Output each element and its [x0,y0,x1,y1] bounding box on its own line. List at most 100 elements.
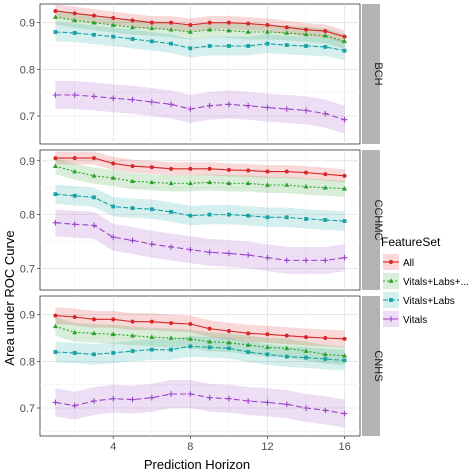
data-point-all [188,23,193,27]
data-point-vitals [91,93,97,100]
data-point-all [342,173,347,178]
confidence-band-vitals-labs [55,336,345,371]
data-point-vitals-labs [130,178,136,184]
data-point-vitals-labs [227,346,231,351]
data-point-vitals-labs [53,192,58,197]
data-point-all [304,335,309,340]
data-point-vitals-labs [207,345,212,350]
data-point-vitals [52,92,59,98]
data-point-vitals-labs [226,180,232,186]
data-point-vitals-labs [322,185,328,190]
y-tick-label: 0.9 [20,156,35,168]
data-point-vitals-labs [187,29,193,34]
data-point-vitals [129,396,136,403]
data-point-vitals-labs [304,44,308,48]
confidence-band-all [55,151,345,183]
legend-key-marker [389,260,393,264]
data-point-vitals [341,410,348,417]
data-point-vitals-labs [72,329,78,335]
data-point-vitals-labs [130,206,135,211]
confidence-band-vitals [55,380,345,428]
data-point-vitals [110,395,117,402]
data-point-vitals [110,95,117,102]
data-point-vitals-labs [342,38,348,44]
data-point-all [53,9,58,13]
data-point-vitals-labs [111,34,116,39]
data-point-all [130,319,135,324]
data-point-all [169,321,174,326]
facet-strip [362,296,380,436]
legend-label: Vitals [403,315,427,326]
data-point-vitals-labs [207,212,212,217]
data-point-vitals-labs [92,352,96,357]
y-tick-label: 0.7 [20,111,35,123]
data-point-vitals-labs [284,182,290,187]
data-point-all [91,156,96,161]
facet-strip [362,4,380,144]
confidence-band-vitals-labs [55,22,345,61]
data-point-vitals [52,399,59,406]
data-point-all [188,322,193,326]
data-point-all [284,333,289,338]
panel-cchmc: 0.7 0.8 0.9 CCHMC [20,149,384,291]
data-point-vitals-labs [342,48,347,53]
legend-key-marker [389,298,393,302]
data-point-vitals [226,395,232,402]
confidence-band-vitals-labs [55,158,345,197]
legend-key-marker [388,278,394,283]
data-point-vitals [129,96,136,103]
data-point-vitals-labs [304,355,308,360]
legend-entry-vitals-labs: Vitals+Labs [383,292,455,308]
data-point-vitals [168,391,174,397]
y-tick-label: 0.7 [20,403,35,415]
panel-bch: 0.7 0.8 0.9 BCH [20,3,384,145]
x-tick-label: 16 [338,441,350,453]
data-point-vitals-labs [322,33,328,38]
data-point-all [72,11,77,16]
data-point-vitals-labs [323,357,328,361]
data-point-vitals [71,402,78,409]
series-line-all [55,315,345,340]
data-point-vitals-labs [264,29,270,34]
data-point-vitals-labs [284,215,289,220]
data-point-vitals [129,237,136,244]
data-point-vitals-labs [168,180,174,186]
data-point-vitals [91,222,97,229]
data-point-vitals [264,399,271,406]
data-point-vitals-labs [110,331,116,337]
data-point-vitals [341,116,348,123]
data-point-vitals-labs [130,37,135,41]
data-point-vitals-labs [188,213,193,218]
data-point-vitals-labs [284,354,289,359]
x-tick-label: 12 [261,441,273,453]
data-point-vitals [168,244,174,250]
data-point-vitals-labs [72,351,77,355]
data-point-vitals-labs [227,212,231,217]
data-point-all [72,315,77,319]
data-point-vitals-labs [110,22,116,27]
data-point-vitals-labs [72,17,78,23]
data-point-vitals-labs [246,350,251,354]
panel-frame [39,3,361,145]
data-point-vitals-labs [303,184,309,189]
series-line-vitals [55,393,345,415]
data-point-vitals-labs [284,43,289,47]
facet-strip [362,150,380,290]
data-point-all [111,16,116,20]
data-point-vitals [226,250,232,257]
data-point-vitals [52,219,59,226]
data-point-vitals-labs [303,31,309,37]
data-point-all [304,170,309,175]
data-point-vitals [71,92,78,98]
y-axis-title: Area under ROC Curve [2,230,17,365]
legend-title: FeatureSet [381,235,441,249]
data-point-all [323,336,328,340]
data-point-vitals [110,234,117,241]
data-point-vitals [245,398,251,404]
data-point-vitals-labs [207,339,213,344]
series-line-vitals-labs [55,16,345,42]
facet-strip-label: CNHS [372,350,384,381]
data-point-vitals-labs [149,179,155,185]
data-point-vitals [226,101,232,108]
data-point-vitals-labs [91,20,97,25]
